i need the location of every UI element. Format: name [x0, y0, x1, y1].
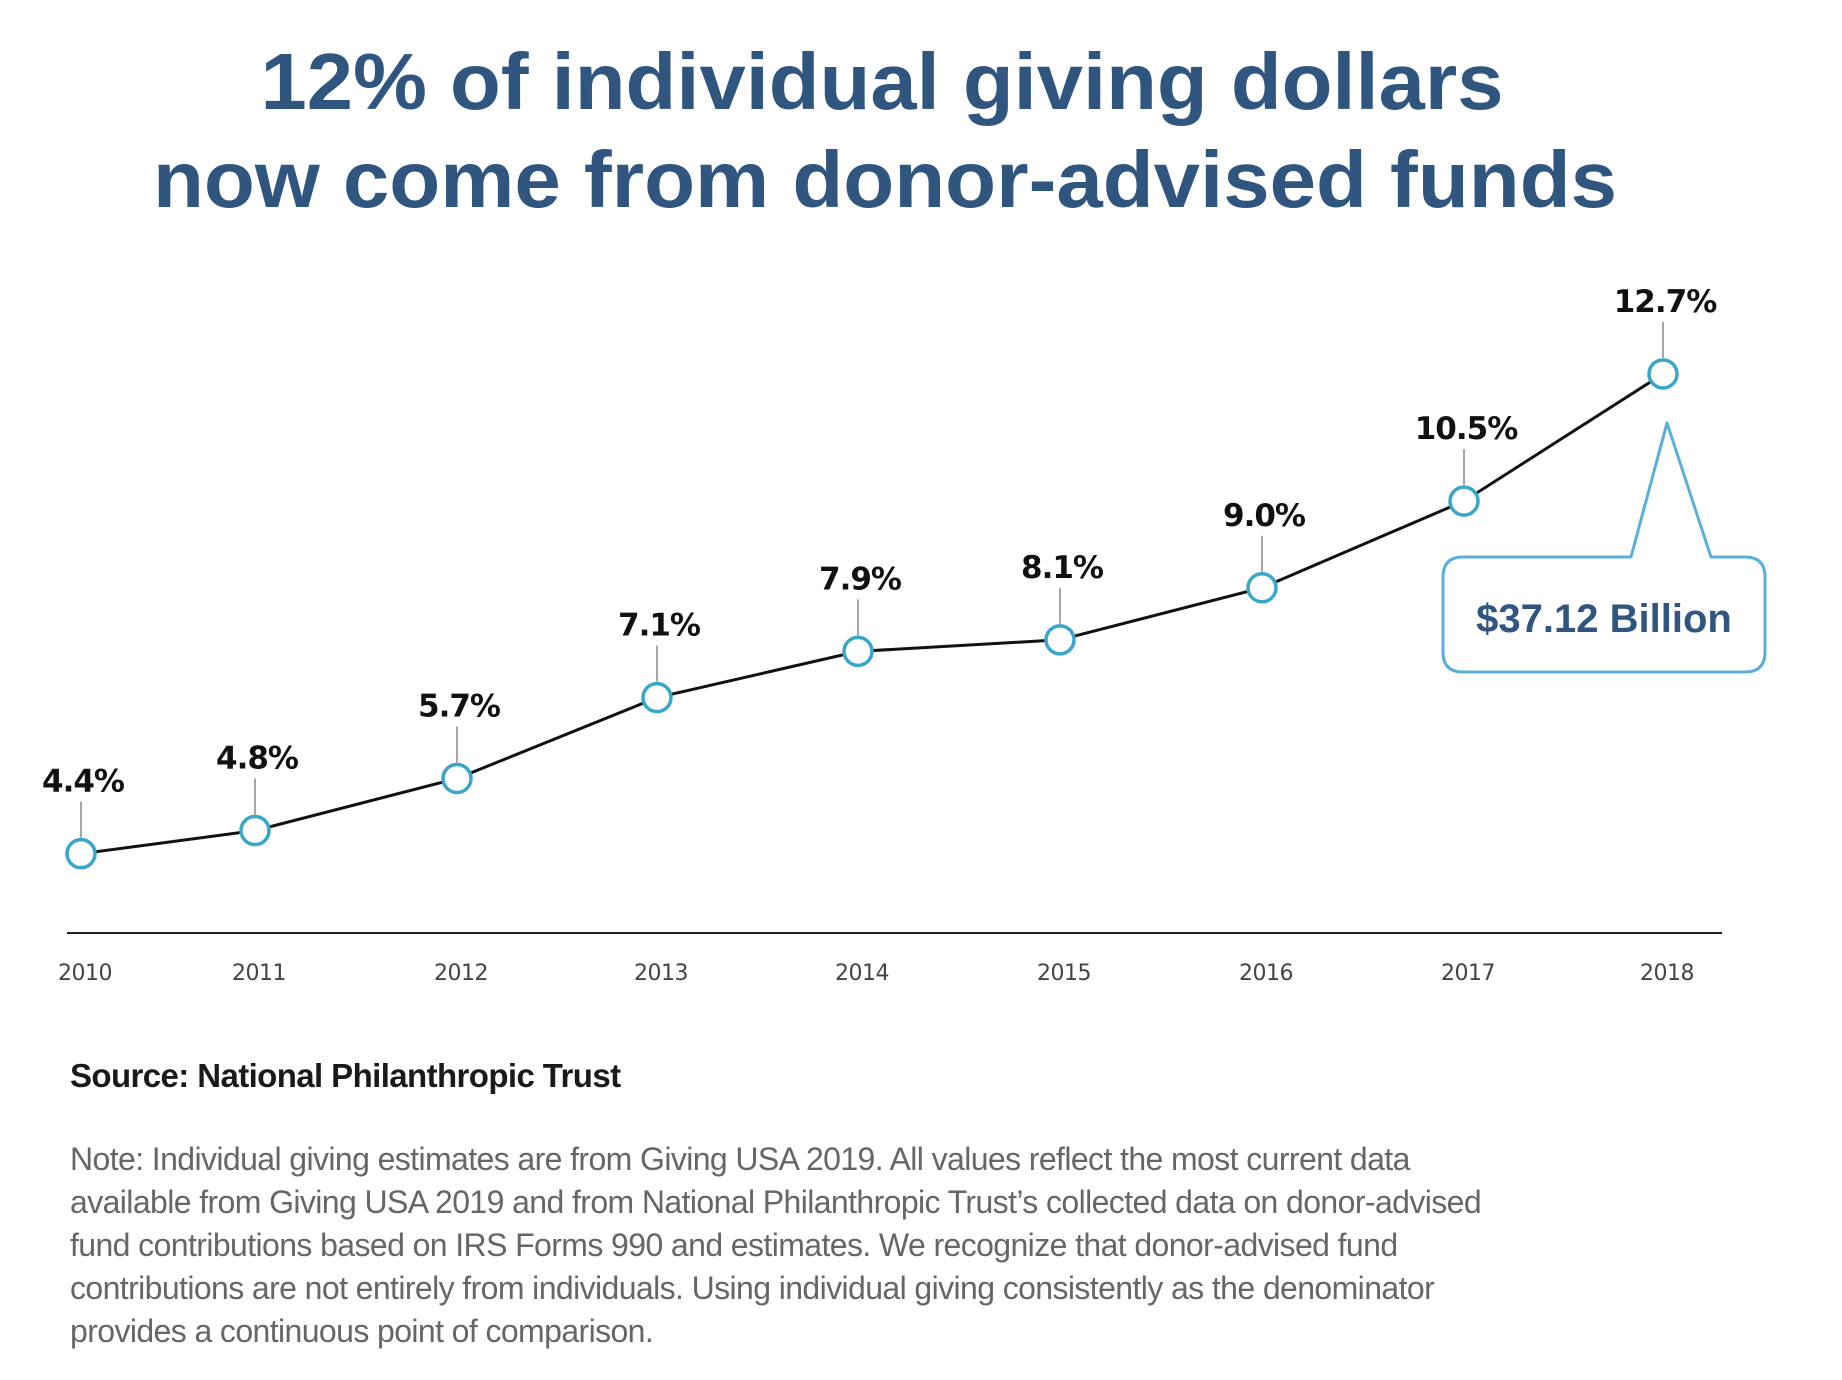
source-text: Source: National Philanthropic Trust [70, 1057, 621, 1094]
data-point [1246, 572, 1278, 604]
chart-title-line-1: 12% of individual giving dollars [261, 37, 1504, 126]
data-label: 7.1% [618, 608, 701, 644]
callout-bubble [1441, 421, 1767, 674]
note-line: available from Giving USA 2019 and from … [70, 1184, 1481, 1220]
note-line: provides a continuous point of compariso… [70, 1313, 653, 1349]
data-label: 12.7% [1614, 284, 1717, 320]
data-label: 4.8% [216, 741, 299, 777]
data-point [842, 635, 874, 668]
data-label: 5.7% [418, 689, 501, 725]
x-tick-label: 2015 [1037, 961, 1091, 986]
data-point [1044, 624, 1076, 656]
callout-text: $37.12 Billion [1476, 597, 1732, 641]
chart-title-line-2: now come from donor-advised funds [153, 135, 1617, 224]
data-point [641, 681, 673, 714]
x-tick-label: 2012 [434, 961, 488, 986]
x-tick-label: 2017 [1441, 961, 1495, 986]
data-label-leader-lines [80, 321, 1664, 838]
note-line: contributions are not entirely from indi… [70, 1270, 1435, 1306]
x-tick-label: 2016 [1239, 961, 1293, 986]
data-label: 10.5% [1415, 411, 1518, 447]
x-tick-label: 2013 [634, 961, 688, 986]
data-label: 7.9% [819, 561, 902, 597]
data-labels: 4.4% 4.8% 5.7% 7.1% 7.9% 8.1% 9.0% 10.5% 12.7% [42, 284, 1718, 800]
data-label: 9.0% [1223, 498, 1306, 534]
data-point [1647, 358, 1679, 390]
x-tick-label: 2014 [835, 961, 889, 986]
data-label: 8.1% [1021, 550, 1104, 586]
data-point [1448, 485, 1480, 517]
note-line: Note: Individual giving estimates are fr… [70, 1141, 1411, 1177]
x-tick-label: 2010 [58, 961, 112, 986]
data-point-markers [65, 358, 1679, 870]
data-point [441, 762, 473, 795]
callout: $37.12 Billion [1441, 421, 1767, 674]
x-axis-tick-labels: 2010 2011 2012 2013 2014 2015 2016 2017 2018 [58, 961, 1695, 986]
note-line: fund contributions based on IRS Forms 99… [70, 1227, 1398, 1263]
x-tick-label: 2011 [232, 961, 286, 986]
data-point [239, 814, 271, 847]
data-point [65, 837, 97, 870]
note-paragraph: Note: Individual giving estimates are fr… [70, 1141, 1482, 1349]
data-label: 4.4% [42, 764, 125, 800]
x-tick-label: 2018 [1640, 961, 1694, 986]
